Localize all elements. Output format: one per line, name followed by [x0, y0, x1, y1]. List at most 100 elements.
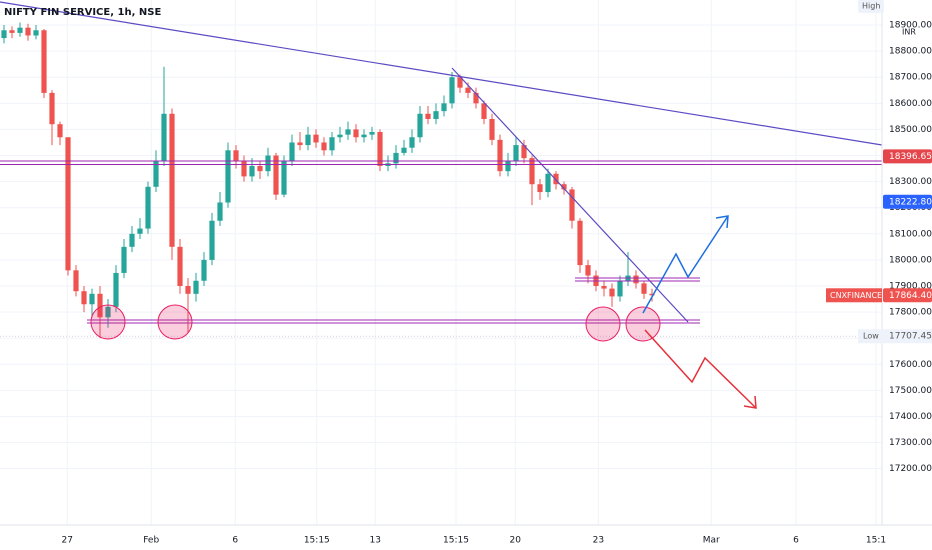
candle-body: [249, 165, 255, 177]
candle-body: [465, 87, 471, 93]
candle-body: [521, 145, 527, 159]
highlight-circle: [90, 304, 126, 340]
candle-body: [105, 306, 111, 318]
axis-unit: INR: [902, 28, 916, 37]
candle-body: [481, 103, 487, 119]
labels: 17200.00 17300.00 17400.00 17500.00 17600.00…: [61, 0, 932, 546]
candle-body: [241, 160, 247, 177]
y-tick-label: 18600.00: [889, 99, 932, 109]
candle-body: [129, 233, 135, 247]
candle-body: [545, 173, 551, 193]
candle-body: [457, 77, 463, 88]
candle-body: [609, 288, 615, 297]
candle-body: [513, 145, 519, 161]
candle-body: [505, 160, 511, 172]
candle-body: [33, 30, 39, 36]
low-tag: [858, 329, 932, 344]
grid: [0, 0, 882, 525]
candle-body: [25, 27, 31, 36]
candle-body: [409, 137, 415, 148]
arrow-head: [743, 395, 757, 409]
candle-body: [337, 134, 343, 138]
candle-body: [561, 184, 567, 190]
candle-body: [313, 134, 319, 143]
candle-body: [321, 142, 327, 151]
price-tag: [883, 288, 932, 303]
candle-body: [73, 270, 79, 292]
candle-body: [57, 124, 63, 138]
price-tag: [883, 149, 932, 164]
trend-line: [0, 1, 883, 146]
high-tag-label: High: [862, 2, 880, 11]
drawings: [0, 1, 883, 409]
y-tick-label: 17600.00: [889, 360, 932, 370]
candle-body: [89, 293, 95, 305]
symbol-tag: [826, 288, 882, 303]
candle-body: [209, 220, 215, 260]
candle-body: [441, 103, 447, 112]
candle-body: [449, 77, 455, 104]
y-tick-label: 18300.00: [889, 177, 932, 187]
x-tick-label: 15:15: [304, 536, 330, 546]
candle-body: [145, 186, 151, 229]
candle-body: [177, 246, 183, 286]
y-tick-label: 17400.00: [889, 412, 932, 422]
candle-body: [601, 285, 607, 289]
candle-body: [289, 142, 295, 161]
candle-body: [137, 228, 143, 234]
x-tick-label: 20: [509, 536, 521, 546]
y-tick-label: 17900.00: [889, 281, 932, 291]
candle-body: [153, 160, 159, 187]
candle-body: [41, 30, 47, 93]
candle-body: [305, 134, 311, 146]
y-tick-label: 18800.00: [889, 47, 932, 57]
candle-body: [297, 142, 303, 146]
candle-body: [233, 150, 239, 161]
candle-body: [161, 113, 167, 161]
x-tick-label: 6: [793, 536, 799, 546]
candle-body: [81, 291, 87, 305]
candle-body: [433, 111, 439, 119]
candle-body: [281, 160, 287, 195]
candle-body: [121, 246, 127, 273]
price-tag-label: 18222.80: [889, 197, 932, 207]
chart-title: NIFTY FIN SERVICE, 1h, NSE: [4, 7, 161, 18]
highlight-circle: [157, 304, 193, 340]
candle-body: [569, 189, 575, 221]
candle-body: [393, 152, 399, 164]
candle-body: [649, 293, 655, 296]
symbol-tag-label: CNXFINANCE: [830, 291, 882, 300]
y-tick-label: 18100.00: [889, 229, 932, 239]
candle-body: [225, 150, 231, 203]
x-tick-label: 15:1: [866, 536, 886, 546]
candle-body: [169, 113, 175, 247]
y-tick-label: 18000.00: [889, 255, 932, 265]
high-tag: [858, 0, 884, 13]
arrow-head: [715, 215, 729, 229]
price-tag-label: 17864.40: [889, 291, 932, 301]
candle-body: [369, 132, 375, 135]
candle-body: [497, 139, 503, 172]
candle-body: [217, 202, 223, 221]
candle-body: [537, 184, 543, 193]
y-tick-label: 18500.00: [889, 125, 932, 135]
candle-body: [49, 92, 55, 125]
low-tag-value: 17707.45: [889, 332, 932, 342]
y-tick-label: 18700.00: [889, 73, 932, 83]
y-tick-label: 17200.00: [889, 464, 932, 474]
candle-body: [617, 280, 623, 297]
candle-body: [377, 132, 383, 166]
candle-body: [633, 275, 639, 284]
candle-body: [201, 259, 207, 281]
candle-body: [273, 155, 279, 195]
candle-body: [553, 173, 559, 185]
candle-body: [265, 155, 271, 172]
candle-body: [113, 272, 119, 307]
candle-body: [489, 118, 495, 140]
candle-body: [345, 129, 351, 135]
candle-body: [529, 158, 535, 185]
candle-body: [401, 147, 407, 153]
candle-body: [257, 165, 263, 172]
price-tag-label: 18396.65: [889, 152, 932, 162]
candle-body: [353, 129, 359, 138]
